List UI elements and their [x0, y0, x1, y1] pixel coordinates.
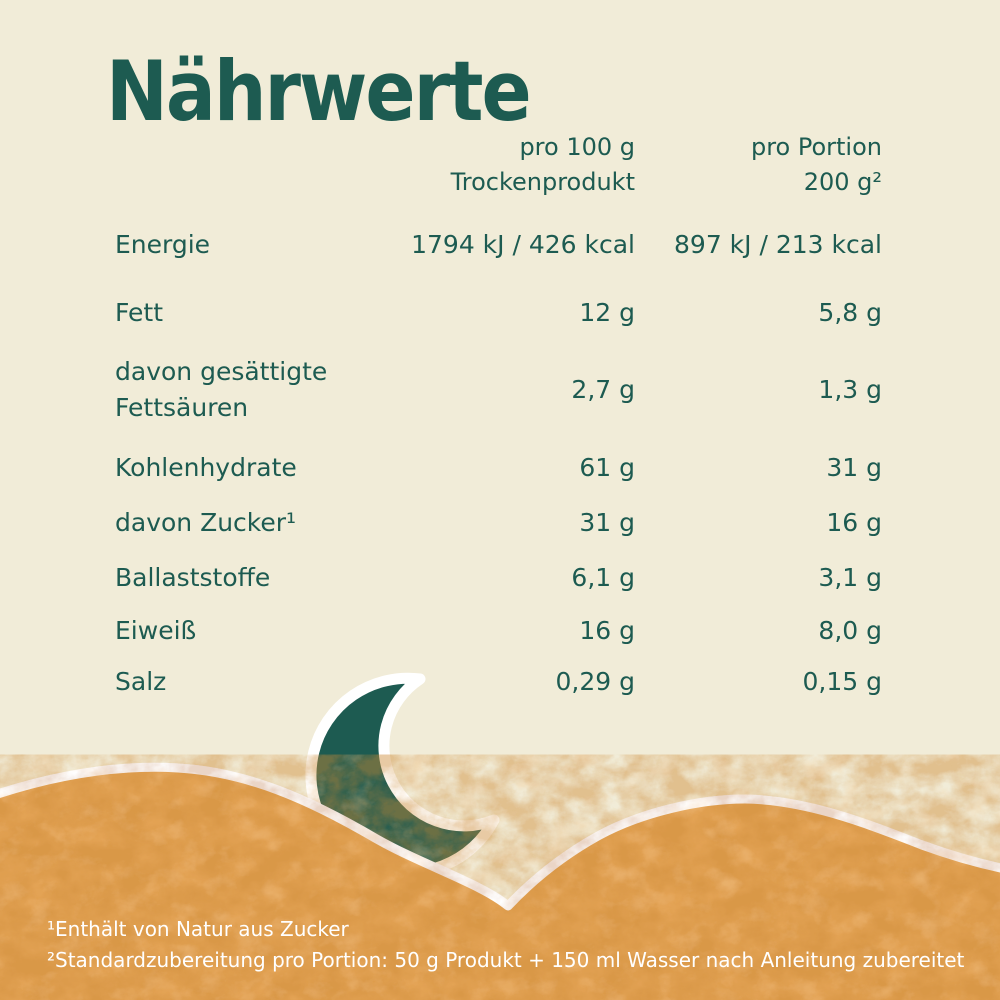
footnotes: ¹Enthält von Natur aus Zucker ²Standardz…: [47, 914, 964, 976]
table-row-gesaettigte-fettsaeuren: davon gesättigte Fettsäuren 2,7 g 1,3 g: [115, 354, 882, 426]
value-per-100g: 0,29 g: [555, 667, 635, 696]
table-row-fett: Fett 12 g 5,8 g: [115, 295, 882, 331]
nutrient-label: davon Zucker¹: [115, 508, 297, 537]
value-per-portion: 8,0 g: [818, 616, 882, 645]
value-per-100g: 2,7 g: [571, 375, 635, 404]
crescent-moon-icon: [305, 672, 500, 878]
value-per-portion: 1,3 g: [818, 375, 882, 404]
column-header-per-100g: pro 100 g Trockenprodukt: [450, 133, 635, 196]
nutrient-label: Ballaststoffe: [115, 563, 271, 592]
nutrient-label: Energie: [115, 230, 211, 259]
value-per-portion: 31 g: [826, 453, 882, 482]
value-per-portion: 5,8 g: [818, 298, 882, 327]
value-per-100g: 16 g: [579, 616, 635, 645]
table-row-eiweiss: Eiweiß 16 g 8,0 g: [115, 613, 882, 649]
page-title: Nährwerte: [106, 44, 532, 141]
value-per-portion: 0,15 g: [802, 667, 882, 696]
nutrient-label: Salz: [115, 667, 167, 696]
value-per-100g: 61 g: [579, 453, 635, 482]
nutrient-label: Fett: [115, 298, 163, 327]
table-row-ballaststoffe: Ballaststoffe 6,1 g 3,1 g: [115, 560, 882, 596]
value-per-100g: 1794 kJ / 426 kcal: [411, 230, 635, 259]
table-row-zucker: davon Zucker¹ 31 g 16 g: [115, 505, 882, 541]
table-row-kohlenhydrate: Kohlenhydrate 61 g 31 g: [115, 450, 882, 486]
value-per-100g: 31 g: [579, 508, 635, 537]
footnote-preparation: ²Standardzubereitung pro Portion: 50 g P…: [47, 948, 965, 972]
table-header-row: pro 100 g Trockenprodukt pro Portion 200…: [115, 130, 882, 200]
nutrient-label: davon gesättigte Fettsäuren: [115, 357, 328, 422]
table-row-energie: Energie 1794 kJ / 426 kcal 897 kJ / 213 …: [115, 227, 882, 263]
footnote-sugar: ¹Enthält von Natur aus Zucker: [47, 917, 349, 941]
nutrient-label: Kohlenhydrate: [115, 453, 297, 482]
value-per-portion: 897 kJ / 213 kcal: [674, 230, 882, 259]
column-header-per-portion: pro Portion 200 g²: [750, 133, 882, 196]
table-row-salz: Salz 0,29 g 0,15 g: [115, 664, 882, 700]
value-per-portion: 3,1 g: [818, 563, 882, 592]
nutrient-label: Eiweiß: [115, 616, 197, 645]
value-per-100g: 6,1 g: [571, 563, 635, 592]
value-per-portion: 16 g: [826, 508, 882, 537]
value-per-100g: 12 g: [579, 298, 635, 327]
